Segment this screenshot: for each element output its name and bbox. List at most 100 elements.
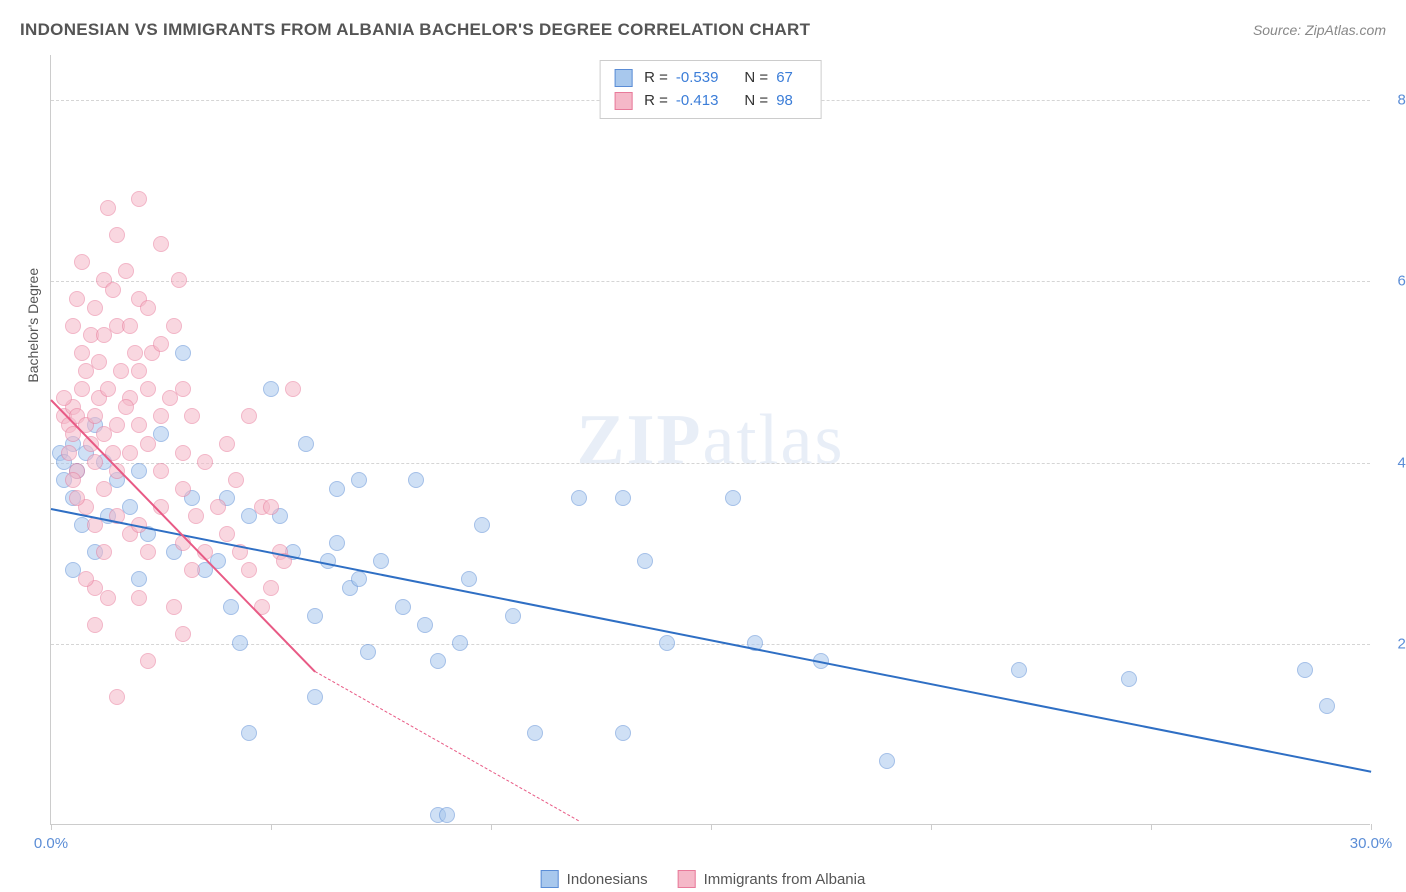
y-tick-label: 80.0% [1380, 92, 1406, 109]
scatter-point [96, 327, 112, 343]
x-tick-mark [1371, 824, 1372, 830]
scatter-point [131, 363, 147, 379]
scatter-point [74, 254, 90, 270]
scatter-point [395, 599, 411, 615]
swatch-series-2 [614, 92, 632, 110]
scatter-point [527, 725, 543, 741]
scatter-point [96, 544, 112, 560]
x-tick-label: 30.0% [1350, 835, 1393, 852]
scatter-point [113, 363, 129, 379]
legend-label-2: Immigrants from Albania [704, 871, 866, 888]
scatter-point [109, 227, 125, 243]
scatter-point [122, 445, 138, 461]
scatter-point [140, 544, 156, 560]
scatter-point [263, 580, 279, 596]
y-tick-label: 40.0% [1380, 454, 1406, 471]
n-label-1: N = [744, 67, 768, 90]
scatter-point [91, 354, 107, 370]
scatter-point [61, 445, 77, 461]
legend-item-2: Immigrants from Albania [678, 870, 866, 888]
scatter-point [307, 689, 323, 705]
x-tick-label: 0.0% [34, 835, 68, 852]
scatter-point [153, 236, 169, 252]
scatter-point [615, 490, 631, 506]
legend-swatch-2 [678, 870, 696, 888]
scatter-point [127, 345, 143, 361]
scatter-point [87, 300, 103, 316]
legend-item-1: Indonesians [541, 870, 648, 888]
scatter-point [109, 417, 125, 433]
r-value-1: -0.539 [676, 67, 719, 90]
scatter-point [74, 381, 90, 397]
gridline [51, 281, 1370, 282]
scatter-point [131, 571, 147, 587]
scatter-point [219, 436, 235, 452]
scatter-point [131, 590, 147, 606]
scatter-point [131, 463, 147, 479]
scatter-point [87, 408, 103, 424]
scatter-point [131, 417, 147, 433]
y-tick-label: 20.0% [1380, 635, 1406, 652]
scatter-point [153, 336, 169, 352]
x-tick-mark [711, 824, 712, 830]
scatter-point [118, 263, 134, 279]
scatter-point [175, 445, 191, 461]
scatter-point [571, 490, 587, 506]
scatter-point [175, 481, 191, 497]
watermark-light: atlas [703, 399, 845, 479]
scatter-point [153, 408, 169, 424]
scatter-point [232, 635, 248, 651]
scatter-point [153, 463, 169, 479]
scatter-point [100, 200, 116, 216]
scatter-point [109, 689, 125, 705]
trend-line [315, 671, 579, 821]
scatter-point [140, 381, 156, 397]
scatter-point [65, 318, 81, 334]
scatter-point [56, 390, 72, 406]
scatter-point [109, 463, 125, 479]
y-axis-label: Bachelor's Degree [25, 268, 41, 383]
n-label-2: N = [744, 90, 768, 113]
scatter-point [360, 644, 376, 660]
gridline [51, 463, 1370, 464]
scatter-point [1297, 662, 1313, 678]
scatter-point [197, 454, 213, 470]
chart-header: INDONESIAN VS IMMIGRANTS FROM ALBANIA BA… [20, 20, 1386, 40]
gridline [51, 644, 1370, 645]
x-tick-mark [1151, 824, 1152, 830]
scatter-point [175, 626, 191, 642]
scatter-point [96, 481, 112, 497]
scatter-point [140, 436, 156, 452]
legend-label-1: Indonesians [567, 871, 648, 888]
scatter-point [263, 499, 279, 515]
scatter-point [417, 617, 433, 633]
scatter-point [285, 381, 301, 397]
scatter-point [452, 635, 468, 651]
scatter-point [78, 571, 94, 587]
scatter-point [408, 472, 424, 488]
scatter-point [166, 318, 182, 334]
watermark: ZIPatlas [577, 398, 845, 481]
scatter-point [307, 608, 323, 624]
scatter-point [219, 526, 235, 542]
scatter-point [122, 318, 138, 334]
scatter-point [223, 599, 239, 615]
scatter-point [210, 499, 226, 515]
scatter-point [228, 472, 244, 488]
scatter-point [263, 381, 279, 397]
r-label-1: R = [644, 67, 668, 90]
scatter-point [659, 635, 675, 651]
stats-box: R = -0.539 N = 67 R = -0.413 N = 98 [599, 60, 822, 119]
n-value-1: 67 [776, 67, 793, 90]
legend-swatch-1 [541, 870, 559, 888]
scatter-point [1319, 698, 1335, 714]
scatter-point [373, 553, 389, 569]
scatter-point [140, 300, 156, 316]
n-value-2: 98 [776, 90, 793, 113]
scatter-point [1011, 662, 1027, 678]
scatter-point [74, 345, 90, 361]
scatter-point [241, 408, 257, 424]
scatter-point [298, 436, 314, 452]
scatter-point [241, 725, 257, 741]
x-tick-mark [271, 824, 272, 830]
